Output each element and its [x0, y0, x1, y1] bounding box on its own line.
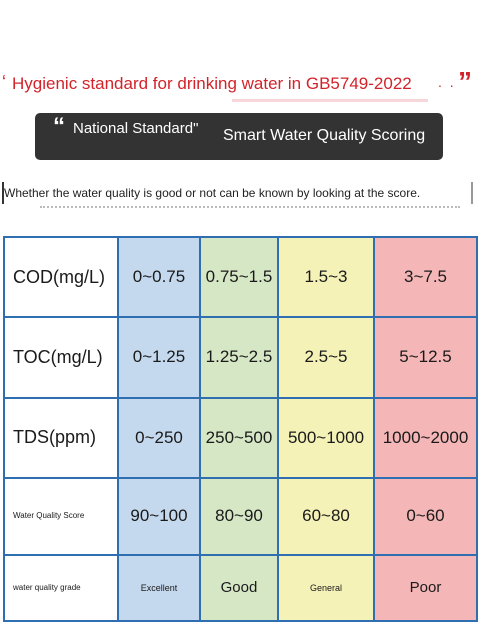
- cell-score-excellent: 90~100: [117, 476, 201, 556]
- caption-left-bar: [2, 182, 4, 204]
- banner-open-quote: “: [53, 113, 65, 140]
- banner-right-text: Smart Water Quality Scoring: [223, 127, 426, 144]
- cell-cod-excellent: 0~0.75: [117, 235, 201, 319]
- banner-tick-mark: ': [449, 125, 452, 141]
- headline: ‘ Hygienic standard for drinking water i…: [0, 66, 480, 100]
- cell-toc-poor: 5~12.5: [373, 316, 478, 399]
- headline-close-quote: ”: [458, 66, 472, 97]
- cell-grade-poor: Poor: [373, 553, 478, 623]
- row-label-grade: water quality grade: [3, 553, 119, 623]
- cell-score-general: 60~80: [277, 476, 375, 556]
- row-label-toc: TOC(mg/L): [3, 316, 119, 399]
- caption-right-bar: [471, 182, 473, 204]
- cell-tds-general: 500~1000: [277, 396, 375, 479]
- cell-grade-general: General: [277, 553, 375, 623]
- cell-cod-good: 0.75~1.5: [199, 235, 279, 319]
- cell-toc-general: 2.5~5: [277, 316, 375, 399]
- cell-cod-general: 1.5~3: [277, 235, 375, 319]
- table-row-score: Water Quality Score 90~100 80~90 60~80 0…: [3, 476, 478, 556]
- headline-open-quote: ‘: [2, 72, 6, 92]
- cell-tds-poor: 1000~2000: [373, 396, 478, 479]
- cell-score-poor: 0~60: [373, 476, 478, 556]
- cell-tds-good: 250~500: [199, 396, 279, 479]
- table-row-cod: COD(mg/L) 0~0.75 0.75~1.5 1.5~3 3~7.5: [3, 235, 478, 319]
- row-label-score: Water Quality Score: [3, 476, 119, 556]
- standard-banner: “ National Standard" Smart Water Quality…: [35, 113, 452, 160]
- headline-underline-decoration: [232, 99, 428, 102]
- cell-grade-excellent: Excellent: [117, 553, 201, 623]
- headline-text: Hygienic standard for drinking water in …: [12, 74, 412, 93]
- row-label-tds: TDS(ppm): [3, 396, 119, 479]
- table-row-grade: water quality grade Excellent Good Gener…: [3, 553, 478, 623]
- cell-cod-poor: 3~7.5: [373, 235, 478, 319]
- caption-text: Whether the water quality is good or not…: [4, 186, 421, 200]
- row-label-cod: COD(mg/L): [3, 235, 119, 319]
- banner-left-text: National Standard": [73, 120, 199, 137]
- table-row-toc: TOC(mg/L) 0~1.25 1.25~2.5 2.5~5 5~12.5: [3, 316, 478, 399]
- cell-score-good: 80~90: [199, 476, 279, 556]
- cell-grade-good: Good: [199, 553, 279, 623]
- cell-toc-good: 1.25~2.5: [199, 316, 279, 399]
- table-row-tds: TDS(ppm) 0~250 250~500 500~1000 1000~200…: [3, 396, 478, 479]
- cell-toc-excellent: 0~1.25: [117, 316, 201, 399]
- caption-dotted-decoration: [40, 206, 460, 212]
- water-quality-table: COD(mg/L) 0~0.75 0.75~1.5 1.5~3 3~7.5 TO…: [3, 235, 478, 623]
- cell-tds-excellent: 0~250: [117, 396, 201, 479]
- headline-trailing-dots: . .: [438, 74, 456, 90]
